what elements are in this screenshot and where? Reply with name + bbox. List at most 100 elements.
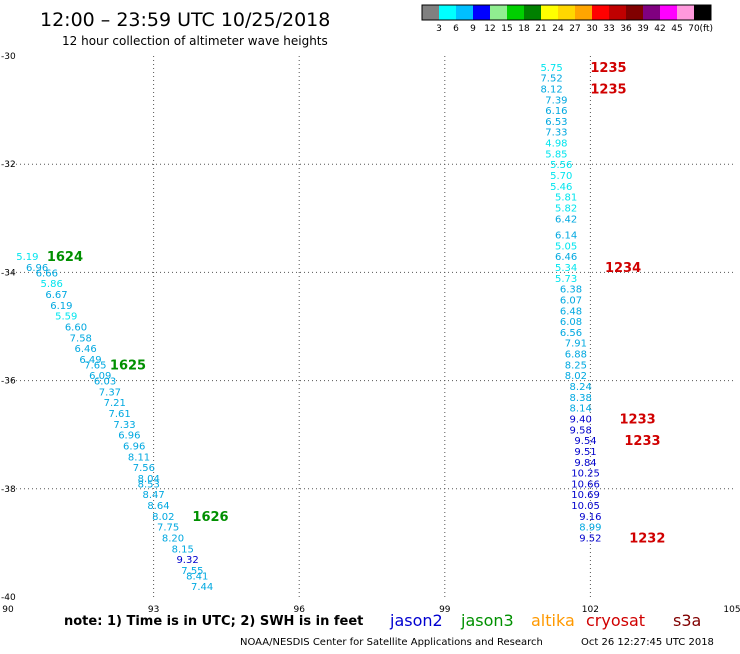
swh-label: 5.46 [550,182,572,193]
colorbar-swatch [456,5,473,20]
x-tick-label: 99 [439,605,451,615]
swh-label: 7.61 [108,409,130,420]
data-labels: 5.196.966.665.866.676.195.596.607.586.46… [16,61,665,593]
swh-label: 7.55 [181,566,203,577]
swh-label: 8.24 [570,382,592,393]
swh-label: 9.40 [570,414,592,425]
mission-legend-jason2: jason2 [389,611,443,630]
x-tick-label: 102 [582,605,599,615]
colorbar-label: 33 [603,24,614,34]
colorbar-swatch [507,5,524,20]
colorbar-label: 24 [552,24,564,34]
swh-label: 8.11 [128,452,150,463]
colorbar-swatch [677,5,694,20]
colorbar-label: 42 [654,24,665,34]
swh-label: 4.98 [545,139,567,150]
swh-label: 7.37 [99,387,121,398]
grid-lines [8,56,736,597]
swh-label: 9.54 [574,436,596,447]
swh-label: 8.64 [147,501,169,512]
x-tick-label: 93 [148,605,159,615]
y-tick-label: -40 [1,593,16,603]
swh-label: 7.56 [133,463,155,474]
swh-label: 6.66 [36,268,58,279]
swh-label: 8.15 [172,544,194,555]
swh-label: 8.14 [570,404,592,415]
swh-label: 8.53 [138,479,160,490]
swh-label: 7.91 [565,339,587,350]
swh-label: 6.46 [555,252,577,263]
x-tick-label: 105 [723,605,740,615]
swh-label: 5.05 [555,241,577,252]
swh-label: 6.96 [123,442,145,453]
swh-label: 9.51 [574,447,596,458]
swh-label: 7.44 [191,582,213,593]
colorbar-label: 36 [620,24,632,34]
swh-label: 8.02 [152,512,174,523]
x-tick-label: 90 [2,605,14,615]
colorbar-swatch [660,5,677,20]
x-tick-label: 96 [293,605,305,615]
swh-label: 9.52 [579,533,601,544]
footer-credit: NOAA/NESDIS Center for Satellite Applica… [240,637,543,648]
swh-label: 6.07 [560,295,582,306]
colorbar-label: 45 [671,24,682,34]
swh-label: 7.21 [104,398,126,409]
colorbar-swatch [541,5,558,20]
colorbar-legend: 3 6 9 12 15 18 21 24 27 30 33 36 39 42 45 70 (ft) [421,4,713,34]
colorbar-label: 39 [637,24,649,34]
mission-legend-s3a: s3a [673,611,701,630]
swh-label: 6.08 [560,317,582,328]
colorbar-label: 12 [484,24,495,34]
colorbar-label: 70 [688,24,700,34]
swh-label: 10.05 [571,501,600,512]
swh-label: 5.59 [55,312,77,323]
swh-label: 8.47 [142,490,164,501]
y-tick-label: -36 [1,377,16,387]
swh-label: 7.52 [540,74,562,85]
swh-label: 6.19 [50,301,72,312]
swh-label: 5.75 [540,63,562,74]
mission-legend-altika: altika [531,611,575,630]
colorbar-swatch [524,5,541,20]
swh-label: 6.03 [94,377,116,388]
time-label: 1235 [590,61,626,76]
colorbar-swatch [422,5,439,20]
swh-label: 5.73 [555,274,577,285]
footer-note: note: 1) Time is in UTC; 2) SWH is in fe… [64,614,363,629]
time-label: 1232 [629,531,665,546]
colorbar-swatch [473,5,490,20]
swh-label: 7.65 [84,360,106,371]
colorbar-swatch [439,5,456,20]
colorbar-label: 6 [453,24,459,34]
swh-label: 6.38 [560,285,582,296]
swh-label: 6.96 [118,431,140,442]
time-label: 1235 [590,82,626,97]
colorbar-swatch [626,5,643,20]
swh-label: 7.58 [70,333,92,344]
swh-label: 6.49 [79,355,101,366]
footer-timestamp: Oct 26 12:27:45 UTC 2018 [581,637,714,648]
swh-label: 10.69 [571,490,600,501]
y-tick-label: -38 [1,485,16,495]
swh-label: 8.04 [138,474,160,485]
swh-label: 5.56 [550,160,572,171]
swh-label: 9.58 [570,425,592,436]
swh-label: 7.75 [157,523,179,534]
time-label: 1234 [605,261,641,276]
swh-label: 6.14 [555,231,577,242]
swh-label: 6.56 [560,328,582,339]
time-label: 1624 [47,250,83,265]
chart-subtitle: 12 hour collection of altimeter wave hei… [62,34,328,48]
swh-label: 5.70 [550,171,572,182]
colorbar-swatch [694,5,711,20]
swh-label: 8.12 [540,84,562,95]
time-label: 1233 [620,412,656,427]
colorbar-label: 9 [470,24,476,34]
colorbar-swatch [643,5,660,20]
colorbar-swatch [490,5,507,20]
colorbar-swatch [609,5,626,20]
swh-label: 6.42 [555,214,577,225]
